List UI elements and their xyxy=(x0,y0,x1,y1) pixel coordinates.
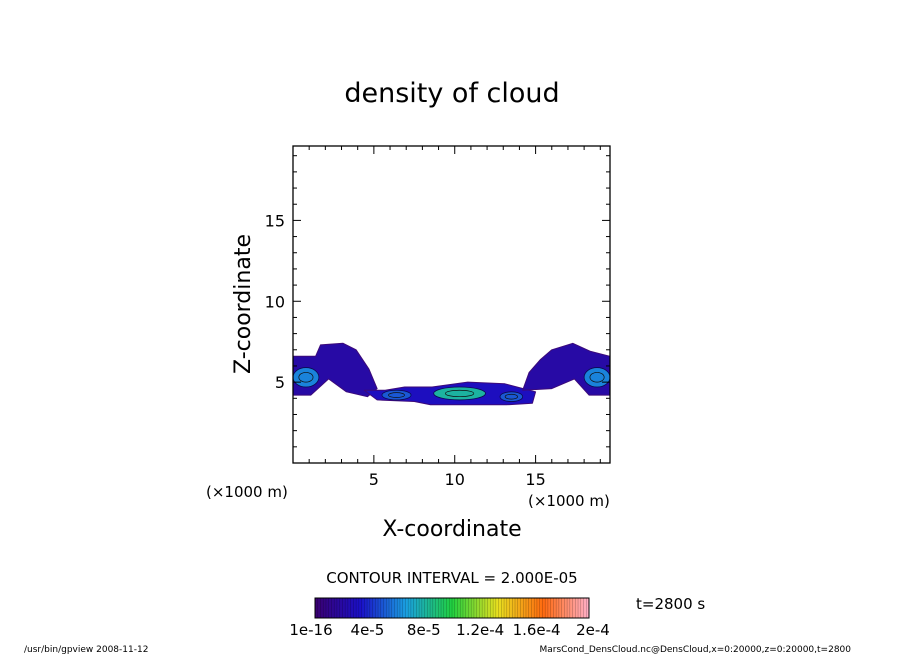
colorbar-label: 8e-5 xyxy=(407,621,441,639)
cloud-core-1 xyxy=(381,389,412,401)
x-tick-label: 15 xyxy=(525,470,545,489)
colorbar-label: 1e-16 xyxy=(289,621,332,639)
x-tick-label: 5 xyxy=(369,470,379,489)
plot-frame xyxy=(292,145,611,464)
y-axis-label: Z-coordinate xyxy=(231,234,256,374)
footer-right: MarsCond_DensCloud.nc@DensCloud,x=0:2000… xyxy=(540,645,852,654)
cloud-core-2 xyxy=(433,386,486,401)
colorbar-label: 1.2e-4 xyxy=(456,621,504,639)
colorbar-lines xyxy=(317,598,587,618)
chart-title: density of cloud xyxy=(344,78,559,109)
cloud-core-contour-1 xyxy=(388,392,405,398)
colorbar-labels: 1e-16 4e-5 8e-5 1.2e-4 1.6e-4 2e-4 xyxy=(289,621,610,639)
colorbar-label: 1.6e-4 xyxy=(513,621,561,639)
x-tick-label: 10 xyxy=(445,470,465,489)
cloud-core-0 xyxy=(292,367,320,388)
time-label: t=2800 s xyxy=(636,595,705,613)
plot-area: 5 10 15 5 10 15 xyxy=(265,145,611,489)
x-axis-label: X-coordinate xyxy=(382,517,521,542)
cloud-core-contour-3 xyxy=(504,393,518,400)
colorbar-label: 4e-5 xyxy=(351,621,385,639)
y-tick-label: 15 xyxy=(265,211,285,230)
cloud-core-3 xyxy=(499,391,524,402)
colorbar xyxy=(314,597,590,619)
contour-interval-text: CONTOUR INTERVAL = 2.000E-05 xyxy=(326,569,577,587)
x-unit-label-right: (×1000 m) xyxy=(528,492,610,510)
cloud-cores xyxy=(292,367,611,402)
cloud-core-4 xyxy=(583,367,611,388)
colorbar-label: 2e-4 xyxy=(576,621,610,639)
y-tick-label: 10 xyxy=(265,292,285,311)
cloud-core-contour-2 xyxy=(445,389,475,398)
y-tick-label: 5 xyxy=(275,373,285,392)
cloud-core-contour-0 xyxy=(298,372,314,383)
footer-left: /usr/bin/gpview 2008-11-12 xyxy=(24,645,148,654)
x-unit-label-left: (×1000 m) xyxy=(206,483,288,501)
axis-ticks: 5 10 15 5 10 15 xyxy=(265,146,610,489)
cloud-core-contour-4 xyxy=(589,372,605,383)
